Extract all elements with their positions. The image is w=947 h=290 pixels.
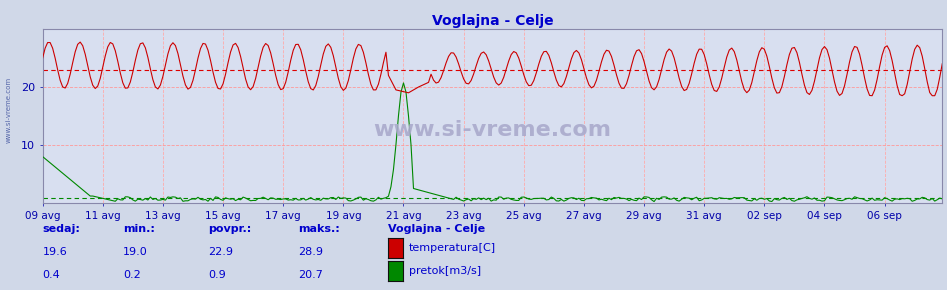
Text: www.si-vreme.com: www.si-vreme.com (373, 120, 612, 140)
Text: 0.4: 0.4 (43, 270, 61, 280)
Text: maks.:: maks.: (298, 224, 340, 234)
Text: 0.9: 0.9 (208, 270, 226, 280)
Text: 0.2: 0.2 (123, 270, 141, 280)
Text: sedaj:: sedaj: (43, 224, 80, 234)
Text: 19.0: 19.0 (123, 247, 148, 257)
Title: Voglajna - Celje: Voglajna - Celje (432, 14, 553, 28)
Text: povpr.:: povpr.: (208, 224, 252, 234)
Text: temperatura[C]: temperatura[C] (409, 243, 496, 253)
Text: pretok[m3/s]: pretok[m3/s] (409, 266, 481, 276)
Text: 19.6: 19.6 (43, 247, 67, 257)
Text: min.:: min.: (123, 224, 155, 234)
Text: 20.7: 20.7 (298, 270, 323, 280)
Text: www.si-vreme.com: www.si-vreme.com (6, 77, 11, 143)
Text: 28.9: 28.9 (298, 247, 323, 257)
Text: Voglajna - Celje: Voglajna - Celje (388, 224, 486, 234)
Text: 22.9: 22.9 (208, 247, 233, 257)
